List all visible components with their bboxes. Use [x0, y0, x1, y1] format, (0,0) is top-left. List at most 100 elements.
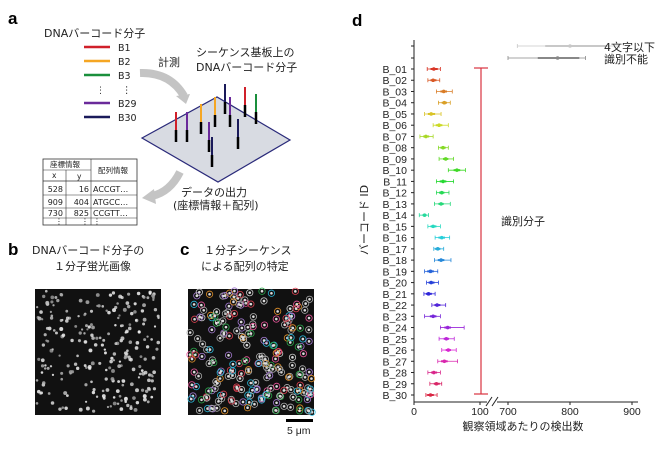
spot [40, 371, 44, 374]
spot-ring [293, 387, 301, 395]
spot [40, 391, 44, 395]
spot [132, 396, 136, 400]
median-point [439, 235, 444, 240]
spot [89, 309, 94, 313]
spot [217, 400, 220, 403]
spot [222, 392, 225, 396]
spot [294, 290, 297, 293]
spot [91, 325, 95, 330]
spot [112, 401, 117, 406]
spot [103, 348, 107, 351]
legend-label: ⋮ [122, 85, 132, 96]
spot [117, 316, 120, 320]
spot-ring [243, 356, 251, 364]
spot [243, 298, 247, 302]
spot-ring [296, 381, 304, 389]
spot-ring [190, 300, 198, 308]
spot [45, 300, 50, 305]
spot-ring [241, 296, 249, 304]
y-tick-label: B_01 [382, 64, 407, 76]
spot-ring [221, 310, 230, 318]
median-point [429, 112, 433, 116]
spot [145, 345, 150, 349]
spot [215, 321, 218, 325]
spot [146, 296, 150, 300]
median-point [441, 89, 446, 94]
spot-ring [272, 349, 280, 357]
y-tick-label: B_14 [382, 210, 407, 222]
spot-ring [294, 302, 302, 311]
spot [310, 377, 313, 380]
spot [123, 356, 127, 360]
spot [120, 399, 123, 402]
spot-ring [305, 407, 313, 415]
spot [232, 300, 235, 304]
spot [303, 375, 307, 379]
y-tick-label: B_07 [382, 131, 407, 143]
spot [140, 388, 145, 392]
spot [50, 295, 55, 300]
spot-ring [286, 305, 294, 313]
spot-ring [236, 374, 244, 383]
panel-b: b DNAバーコード分子の １分子蛍光画像 [8, 240, 161, 415]
spot-ring [305, 314, 313, 322]
spot [129, 406, 133, 411]
spot [224, 325, 228, 329]
spot [298, 409, 301, 413]
spot-ring [276, 365, 284, 373]
spot [60, 293, 64, 297]
spot-ring [288, 353, 297, 361]
legend-label: B1 [118, 43, 131, 54]
spot-ring [289, 393, 297, 401]
spot-ring [303, 395, 312, 404]
y-tick-label: B_22 [382, 300, 407, 312]
spot [93, 343, 98, 347]
spot-ring [287, 326, 295, 334]
spot [64, 406, 68, 410]
spot [97, 304, 101, 308]
spot [274, 357, 277, 361]
spot-ring [230, 287, 239, 295]
axis-break-icon [485, 396, 499, 407]
spot [190, 383, 194, 387]
spot-ring [291, 287, 299, 295]
panel-b-title-1: DNAバーコード分子の [32, 244, 144, 257]
measure-arrow-icon [139, 68, 188, 99]
spot [142, 397, 147, 402]
spot-ring [213, 308, 221, 316]
spot [59, 327, 64, 332]
spot [156, 340, 161, 345]
spot [189, 397, 193, 401]
median-point [428, 393, 433, 397]
legend-dots: ⋮ [96, 86, 105, 96]
spot [257, 362, 261, 365]
spot [105, 388, 110, 392]
coord-header: 座標情報 [50, 159, 80, 169]
bracket-label: 識別分子 [501, 215, 545, 228]
spot-ring [205, 290, 214, 298]
spot [232, 295, 236, 299]
spot [238, 377, 242, 380]
spot [90, 361, 95, 366]
spot [76, 354, 79, 358]
spot [105, 368, 108, 372]
spot [289, 336, 293, 339]
spot-ring [195, 288, 203, 296]
spot [307, 316, 311, 320]
spot [198, 409, 201, 412]
spot [308, 387, 312, 391]
spot-ring [305, 368, 313, 376]
spot-ring [203, 394, 211, 402]
spot [50, 300, 54, 304]
spot-ring [271, 355, 280, 363]
spot [135, 400, 140, 405]
spot [151, 356, 156, 360]
spot-ring [204, 387, 213, 395]
spot [223, 409, 226, 413]
spot [307, 328, 311, 332]
spot [194, 353, 197, 357]
fluorescence-spots [35, 289, 161, 413]
spot [228, 314, 232, 318]
spot-ring [305, 337, 313, 345]
spot [152, 387, 157, 391]
